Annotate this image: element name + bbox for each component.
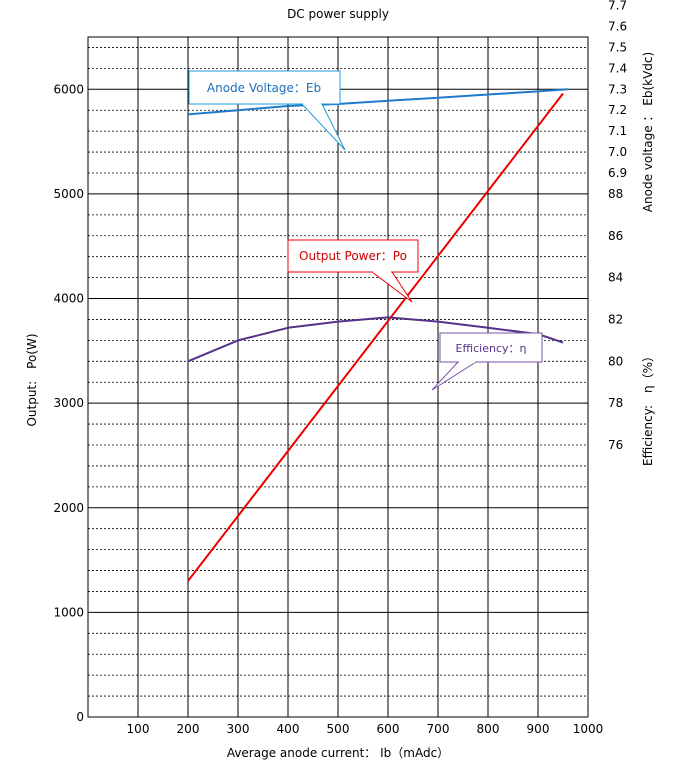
x-tick-label: 700 xyxy=(427,722,450,736)
efficiency-callout-box xyxy=(439,332,543,363)
voltage-callout-box xyxy=(188,70,341,105)
y-tick-label: 2000 xyxy=(53,501,84,515)
voltage-tick-label: 7.0 xyxy=(608,145,627,159)
series-line-anode-voltage xyxy=(187,88,569,116)
voltage-tick-labels: 6.9 7.0 7.1 7.2 7.3 7.4 7.5 7.6 7.7 xyxy=(608,0,627,180)
power-callout-box xyxy=(287,239,419,273)
power-callout-pointer xyxy=(370,271,413,303)
x-tick-label: 400 xyxy=(277,722,300,736)
series-line-output-power xyxy=(187,92,564,582)
x-tick-label: 300 xyxy=(227,722,250,736)
x-tick-labels: 100 200 300 400 500 600 700 800 900 1000 xyxy=(127,722,604,736)
efficiency-callout-pointer xyxy=(431,361,478,391)
plot-frame xyxy=(87,36,589,718)
efficiency-callout-label: Efficiency：η xyxy=(456,342,527,355)
series-line-efficiency xyxy=(187,316,564,363)
voltage-tick-label: 7.2 xyxy=(608,103,627,117)
efficiency-tick-label: 76 xyxy=(608,438,623,452)
power-callout-label: Output Power：Po xyxy=(299,249,407,263)
efficiency-tick-label: 82 xyxy=(608,312,623,326)
efficiency-tick-label: 88 xyxy=(608,187,623,201)
y-tick-label: 3000 xyxy=(53,396,84,410)
y-tick-label: 5000 xyxy=(53,187,84,201)
y-tick-label: 4000 xyxy=(53,292,84,306)
efficiency-tick-label: 86 xyxy=(608,229,623,243)
voltage-tick-label: 6.9 xyxy=(608,166,627,180)
efficiency-tick-label: 84 xyxy=(608,271,623,285)
series-lines xyxy=(187,88,569,582)
voltage-callout-label: Anode Voltage：Eb xyxy=(207,81,321,95)
voltage-callout: Anode Voltage：Eb xyxy=(188,70,346,151)
voltage-tick-label: 7.5 xyxy=(608,40,627,54)
efficiency-callout: Efficiency：η xyxy=(431,332,543,391)
y-tick-label: 0 xyxy=(76,710,84,724)
x-axis-label: Average anode current： Ib（mAdc） xyxy=(227,746,449,760)
y-tick-label: 1000 xyxy=(53,605,84,619)
voltage-callout-pointer xyxy=(300,103,346,151)
efficiency-axis-label: Efficiency: η（%） xyxy=(641,350,655,466)
x-tick-label: 1000 xyxy=(573,722,604,736)
voltage-tick-label: 7.4 xyxy=(608,61,627,75)
chart-title: DC power supply xyxy=(287,7,389,21)
x-tick-label: 200 xyxy=(177,722,200,736)
y-tick-label: 6000 xyxy=(53,82,84,96)
y-axis-label: Output: Po(W) xyxy=(25,333,39,426)
voltage-axis-label: Anode voltage ： Eb(kVdc) xyxy=(641,52,655,212)
y-tick-labels: 0 1000 2000 3000 4000 5000 6000 xyxy=(53,82,84,724)
x-tick-label: 900 xyxy=(527,722,550,736)
x-tick-label: 800 xyxy=(477,722,500,736)
x-tick-label: 100 xyxy=(127,722,150,736)
x-tick-label: 500 xyxy=(327,722,350,736)
voltage-tick-label: 7.7 xyxy=(608,0,627,13)
voltage-tick-label: 7.3 xyxy=(608,82,627,96)
x-tick-label: 600 xyxy=(377,722,400,736)
efficiency-tick-label: 78 xyxy=(608,396,623,410)
voltage-tick-label: 7.1 xyxy=(608,124,627,138)
power-callout: Output Power：Po xyxy=(287,239,419,303)
efficiency-tick-label: 80 xyxy=(608,354,623,368)
efficiency-tick-labels: 76 78 80 82 84 86 88 xyxy=(608,187,623,452)
voltage-tick-label: 7.6 xyxy=(608,20,627,34)
